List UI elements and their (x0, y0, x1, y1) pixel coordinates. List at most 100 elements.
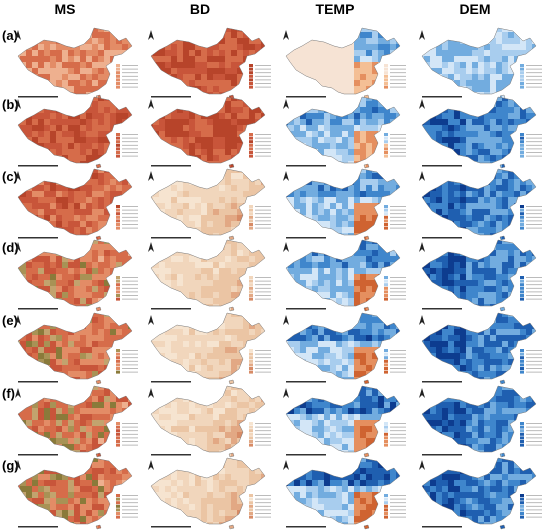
map-region (56, 353, 63, 360)
map-region (110, 262, 117, 269)
map-region (448, 227, 455, 234)
map-region (532, 244, 536, 251)
legend-swatch (249, 154, 253, 158)
map-region (294, 203, 301, 210)
map-region (378, 286, 385, 293)
map-region (436, 256, 443, 263)
map-region (219, 197, 226, 204)
map-region (86, 256, 93, 263)
map-region (213, 371, 220, 378)
map-region (288, 143, 295, 150)
map-region (466, 125, 473, 132)
map-region (422, 74, 425, 81)
map-region (104, 215, 111, 222)
map-region (378, 155, 385, 162)
map-region (300, 215, 307, 222)
map-region (50, 383, 57, 384)
map-region (177, 56, 184, 63)
map-region (104, 32, 111, 39)
map-region (442, 137, 449, 144)
map-region (80, 167, 87, 168)
map-region (62, 244, 69, 251)
map-region (249, 256, 256, 263)
map-region (92, 149, 99, 156)
map-region (312, 56, 319, 63)
map-region (219, 38, 226, 45)
map-region (261, 286, 265, 293)
map-region (430, 125, 437, 132)
legend-swatch (520, 279, 524, 283)
map-region (225, 329, 232, 336)
map-region (306, 62, 313, 69)
map-region (122, 101, 129, 108)
map-region (32, 56, 39, 63)
map-region (466, 131, 473, 138)
map-region (116, 268, 123, 275)
map-region (62, 215, 69, 222)
map-region (177, 227, 184, 234)
map-region (189, 365, 196, 372)
map-region (472, 191, 479, 198)
map-region (151, 169, 154, 174)
map-region (183, 262, 190, 269)
map-region (354, 149, 361, 156)
map-region (378, 209, 385, 216)
map-region (219, 323, 226, 330)
map-region (286, 310, 289, 311)
map-region (466, 86, 473, 93)
map-region (92, 113, 99, 120)
map-region (243, 221, 250, 228)
map-region (306, 113, 313, 120)
map-region (514, 169, 521, 174)
map-region (243, 149, 250, 156)
map-region (201, 365, 208, 372)
legend-swatch (249, 82, 253, 85)
map-region (207, 323, 214, 330)
map-region (330, 239, 337, 240)
map-region (366, 179, 373, 186)
map-region (237, 268, 244, 275)
map-region (177, 347, 184, 354)
map-region (532, 44, 536, 51)
map-region (183, 137, 190, 144)
map-region (502, 149, 509, 156)
map-region (219, 221, 226, 228)
map-region (306, 167, 313, 168)
map-region (378, 221, 385, 228)
map-region (422, 227, 425, 234)
map-region (330, 167, 337, 168)
map-region (496, 203, 503, 210)
map-region (195, 359, 202, 366)
map-region (50, 44, 57, 51)
map-region (532, 262, 536, 269)
map-region (44, 240, 51, 245)
map-region (189, 131, 196, 138)
map-region (44, 38, 51, 45)
map-region (249, 44, 256, 51)
map-region (237, 250, 244, 257)
map-region (20, 335, 27, 342)
map-region (372, 268, 379, 275)
map-region (294, 107, 301, 114)
map-region (243, 137, 250, 144)
legend-swatch (384, 290, 388, 294)
map-region (44, 143, 51, 150)
map-region (231, 256, 238, 263)
map-region (330, 244, 337, 251)
map-region (74, 98, 81, 99)
map-region (44, 371, 51, 378)
map-region (92, 101, 99, 108)
map-region (318, 101, 325, 108)
map-region (104, 44, 111, 51)
map-region (342, 274, 349, 281)
map-region (448, 197, 455, 204)
map-region (165, 353, 172, 360)
map-region (74, 233, 81, 240)
map-region (183, 56, 190, 63)
map-region (478, 256, 485, 263)
map-region (68, 221, 75, 228)
map-region (74, 185, 81, 192)
map-region (496, 292, 503, 299)
map-region (219, 240, 226, 245)
